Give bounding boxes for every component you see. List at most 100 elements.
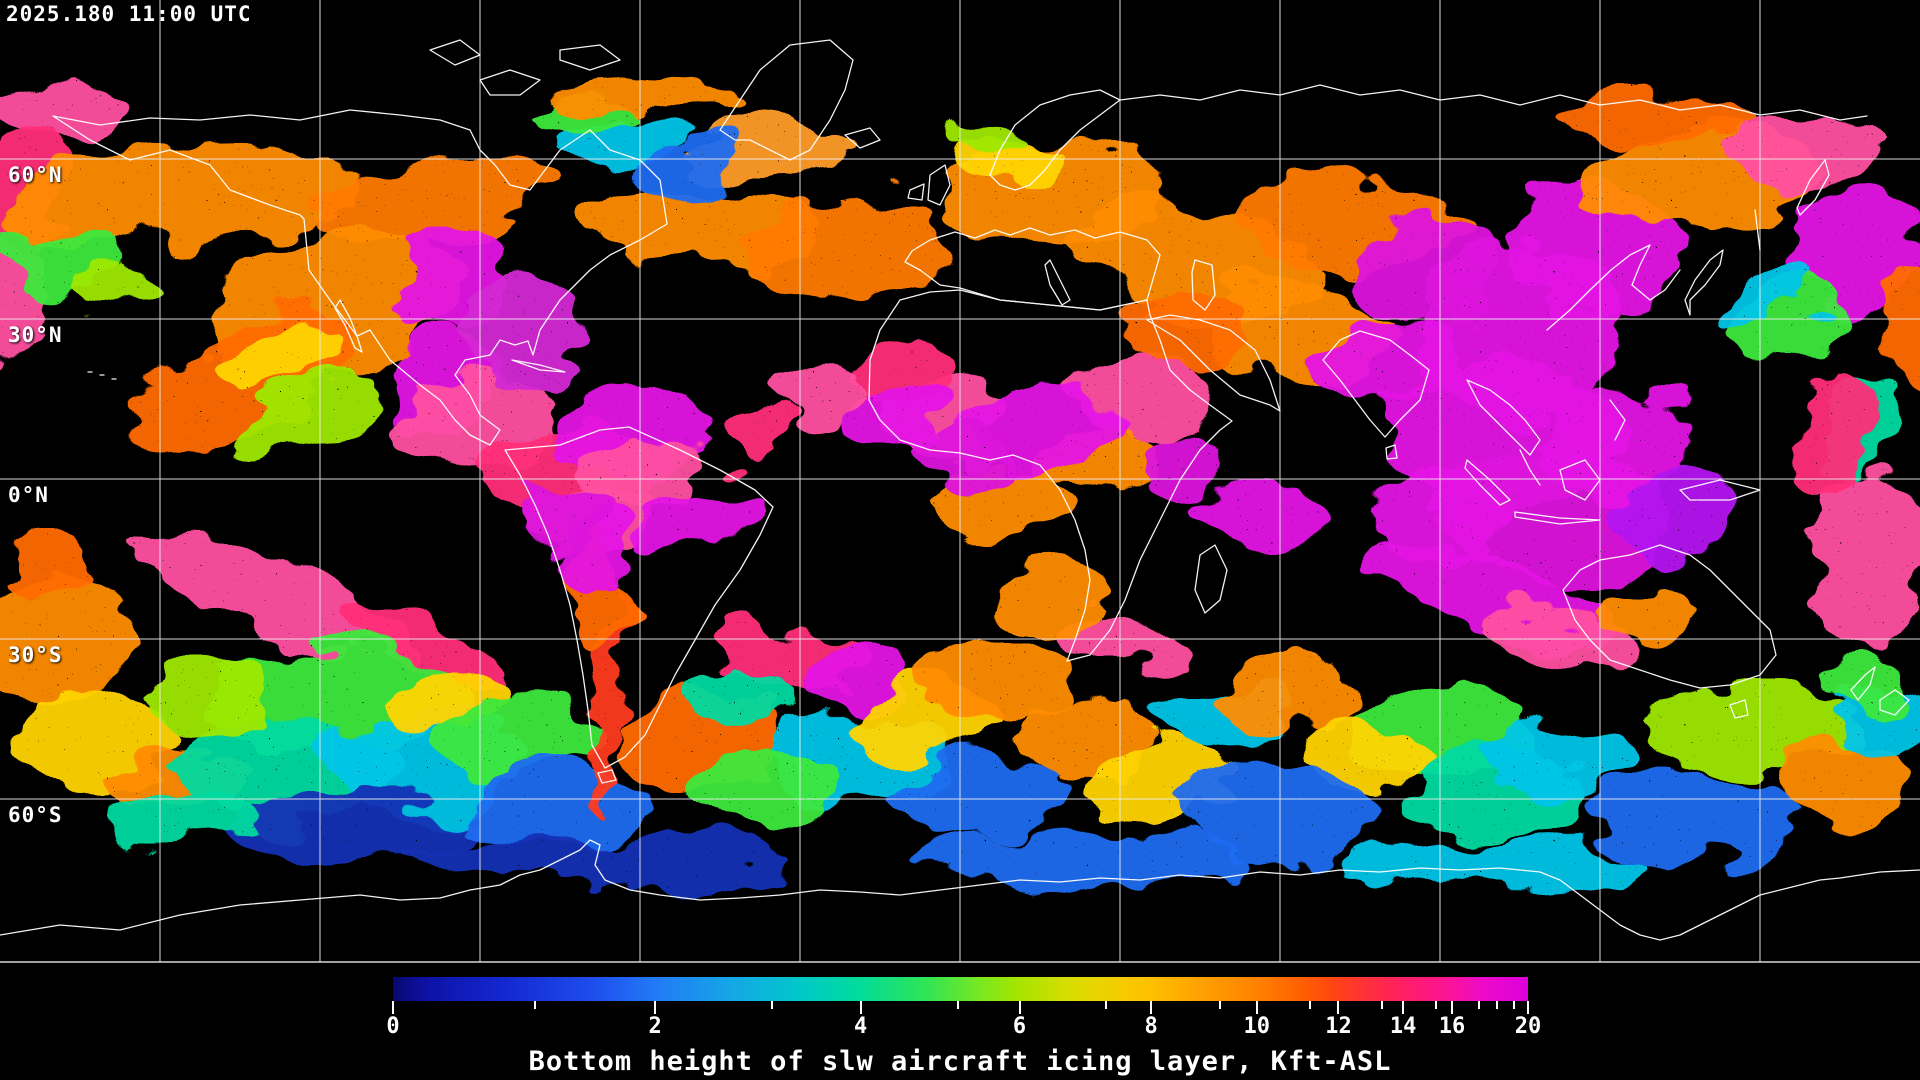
icing-patch <box>226 376 374 460</box>
coast-iceland <box>844 127 881 149</box>
icing-patch <box>1791 380 1873 496</box>
coast-europe-mediterranean <box>904 227 1161 311</box>
colorbar-tick <box>1380 1001 1383 1009</box>
icing-patch <box>221 321 349 393</box>
colorbar-tick <box>1496 1001 1499 1009</box>
colorbar-tick-label: 12 <box>1325 1014 1352 1039</box>
latitude-label: 0°N <box>8 483 49 507</box>
icing-patch <box>344 602 506 694</box>
icing-patch <box>1200 486 1316 550</box>
colorbar-tick <box>1527 1001 1529 1014</box>
icing-patch <box>1600 590 1696 646</box>
colorbar-tick <box>859 1001 862 1014</box>
icing-patch <box>0 538 90 598</box>
icing-patch <box>0 84 125 136</box>
icing-patch <box>1624 472 1740 568</box>
icing-patch <box>744 199 960 297</box>
coast-hawaii <box>87 371 117 380</box>
icing-patch <box>1290 720 1426 796</box>
icing-patch <box>972 390 1128 466</box>
coastlines <box>0 39 1920 941</box>
icing-patch <box>144 534 416 662</box>
timestamp-label: 2025.180 11:00 UTC <box>6 2 252 26</box>
icing-patch <box>910 836 1250 884</box>
colorbar-tick <box>957 1001 960 1009</box>
icing-patch <box>642 486 758 550</box>
icing-patch <box>1000 570 1116 626</box>
icing-patch <box>1173 776 1383 860</box>
coast-arctic-islands <box>429 39 621 96</box>
icing-patch <box>234 790 470 866</box>
icing-patch <box>1784 190 1920 306</box>
colorbar-tick <box>1018 1001 1021 1014</box>
coast-baja <box>334 299 363 353</box>
icing-patch <box>860 340 950 400</box>
colorbar-tick <box>1309 1001 1312 1009</box>
colorbar-tick-label: 16 <box>1438 1014 1466 1039</box>
icing-patch <box>910 430 1006 486</box>
icing-patch <box>1330 320 1450 400</box>
colorbar-tick-label: 6 <box>1012 1014 1027 1039</box>
icing-patch <box>640 144 736 196</box>
colorbar-tick <box>533 1001 536 1009</box>
colorbar-tick <box>1435 1001 1438 1009</box>
icing-patch <box>80 268 160 312</box>
icing-patch <box>450 770 646 846</box>
coast-kamchatka-sakhalin <box>1754 159 1830 251</box>
colorbar-tick-label: 10 <box>1243 1014 1270 1039</box>
colorbar-tick <box>392 1001 394 1014</box>
icing-patch <box>1790 740 1906 816</box>
world-map-svg <box>0 0 1920 963</box>
icing-patch <box>1643 680 1853 776</box>
icing-patch <box>1490 716 1626 800</box>
icing-patch <box>1565 100 1745 140</box>
icing-patch <box>1130 436 1226 500</box>
colorbar-tick-label: 2 <box>648 1014 662 1039</box>
coast-asia-north <box>1119 84 1868 121</box>
icing-patch <box>1583 776 1813 860</box>
colorbar-tick <box>1255 1001 1258 1014</box>
colorbar-tick-label: 4 <box>853 1014 868 1039</box>
colorbar-tick <box>1402 1001 1405 1014</box>
icing-patch <box>0 570 120 706</box>
coast-new-zealand <box>1850 666 1910 716</box>
coast-caspian <box>1191 259 1216 311</box>
icing-field-raster <box>0 81 1920 888</box>
latitude-label: 30°N <box>8 323 63 347</box>
icing-patch <box>1728 273 1822 323</box>
icing-patch <box>763 362 873 414</box>
icing-patch <box>458 275 582 385</box>
coast-antarctica <box>0 839 1920 941</box>
icing-patch <box>150 660 270 740</box>
icing-patch <box>920 636 1076 720</box>
icing-patch <box>588 595 628 805</box>
coast-india <box>1322 330 1430 460</box>
latitude-label: 60°S <box>8 803 63 827</box>
icing-patch <box>515 484 605 556</box>
icing-patch <box>1542 382 1698 498</box>
coast-africa <box>868 289 1233 662</box>
icing-patch <box>690 750 826 826</box>
icing-patch <box>698 670 798 730</box>
colorbar-tick-label: 8 <box>1144 1014 1158 1039</box>
coast-north-america <box>52 109 668 446</box>
icing-patch <box>1720 112 1876 184</box>
icing-patch <box>720 405 800 455</box>
colorbar-tick <box>1478 1001 1481 1009</box>
coast-south-america <box>504 426 774 784</box>
icing-patch <box>944 120 1020 152</box>
coast-indonesia <box>1464 399 1761 525</box>
colorbar-tick <box>654 1001 657 1014</box>
coast-japan <box>1684 249 1724 316</box>
colorbar-caption: Bottom height of slw aircraft icing laye… <box>528 1046 1392 1077</box>
icing-patch <box>400 836 800 888</box>
colorbar-gradient-bar <box>393 977 1528 1001</box>
world-map: 2025.180 11:00 UTC 60°N 30°N 0°N 30°S 60°S <box>0 0 1920 963</box>
coast-british-isles <box>907 164 951 206</box>
coast-madagascar <box>1194 544 1228 614</box>
icing-patch <box>10 142 360 248</box>
icing-patch <box>1360 220 1500 320</box>
icing-patch <box>850 386 946 450</box>
latitude-label: 60°N <box>8 163 63 187</box>
